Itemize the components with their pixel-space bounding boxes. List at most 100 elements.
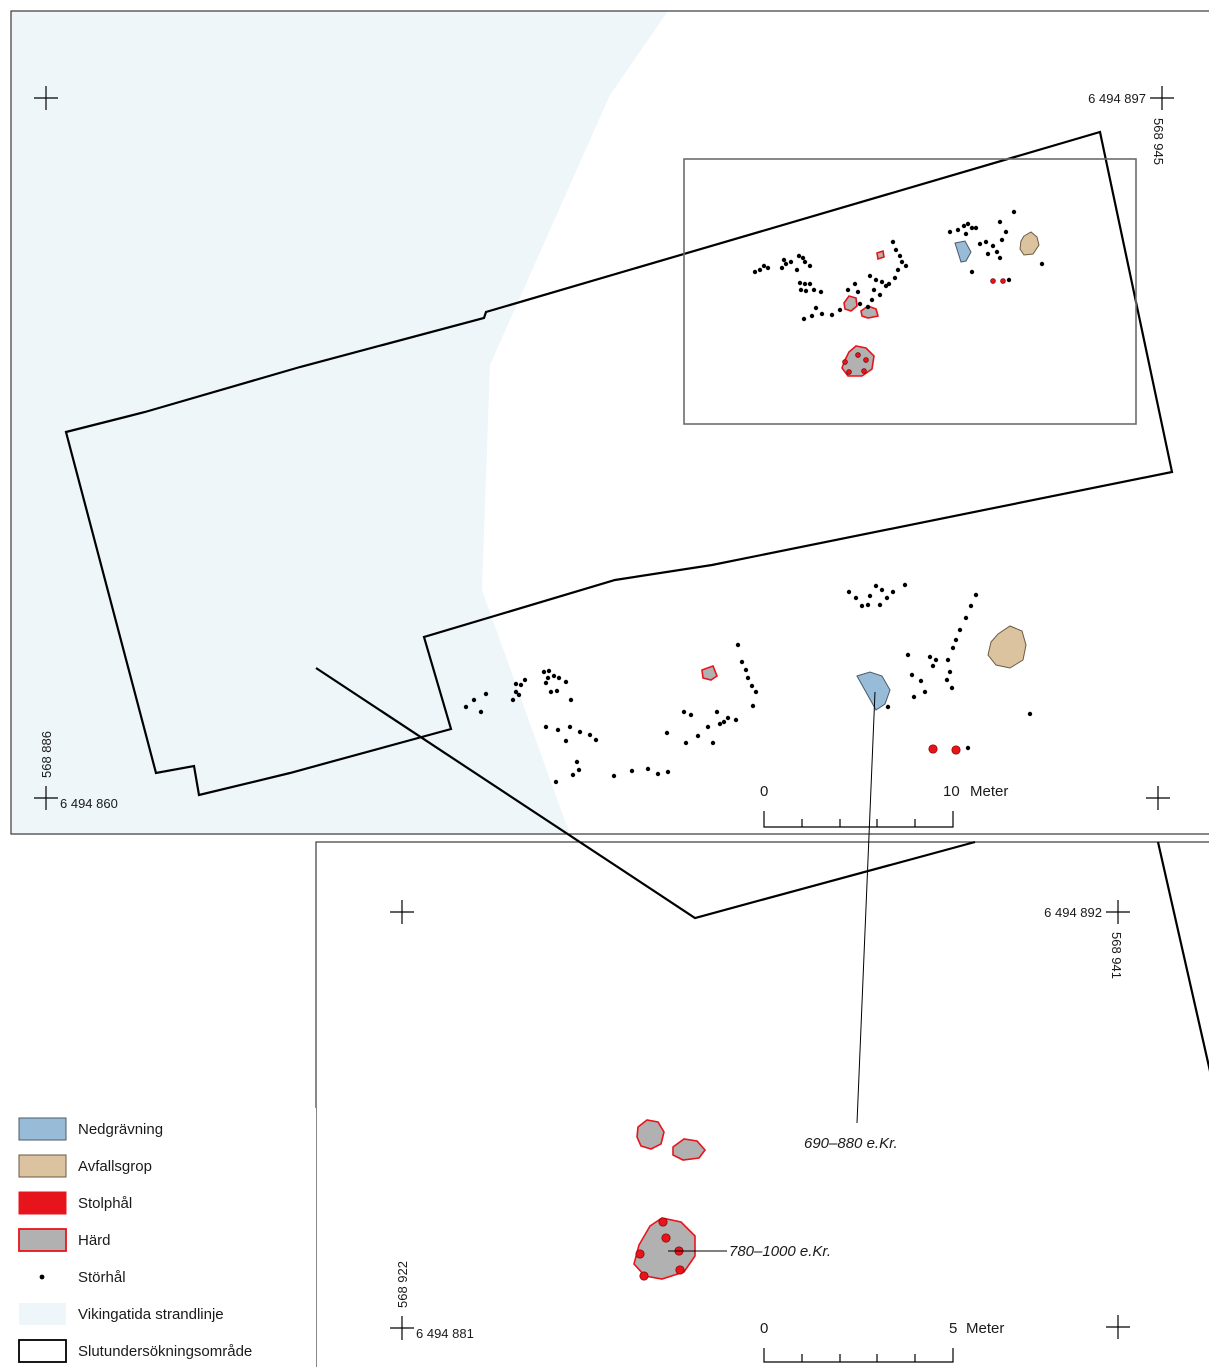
storhal-dot — [957, 627, 963, 633]
storhal-dot — [903, 263, 909, 269]
lower-nedgravning-leader — [856, 691, 876, 1124]
storhal-dot — [997, 255, 1003, 261]
storhal-dot — [695, 733, 701, 739]
storhal-dot — [897, 253, 903, 259]
storhal-dot — [593, 737, 599, 743]
storhal-dot — [893, 247, 899, 253]
storhal-dot — [930, 663, 936, 669]
stolphal-mark — [675, 1265, 685, 1275]
storhal-dot — [885, 704, 891, 710]
area-swatch — [18, 1339, 67, 1363]
storhal-dot — [39, 1274, 45, 1280]
storhal-dot — [947, 229, 953, 235]
storhal-dot — [788, 259, 794, 265]
storhal-dot — [877, 602, 883, 608]
lower-crosses — [390, 900, 1130, 1340]
storhal-dot — [545, 675, 551, 681]
storhal-dot — [857, 301, 863, 307]
lower-scale-bar: 0 5 Meter — [760, 1320, 1004, 1363]
upper-coord-west: 568 886 — [39, 731, 54, 778]
storhal-dot — [973, 592, 979, 598]
storhal-dot — [947, 669, 953, 675]
legend-label: Härd — [78, 1232, 111, 1249]
storhal-dot — [961, 223, 967, 229]
storhal-dot — [522, 677, 528, 683]
storhal-dot — [855, 289, 861, 295]
storhal-dot — [577, 729, 583, 735]
storhal-dot — [570, 772, 576, 778]
storhal-dot — [721, 719, 727, 725]
storhal-dot — [994, 249, 1000, 255]
lower-nedgravning — [856, 671, 891, 711]
lower-hard-right — [672, 1138, 707, 1161]
storhal-dot — [463, 704, 469, 710]
storhal-dot — [752, 269, 758, 275]
upper-avfallsgrop — [1019, 231, 1040, 256]
storhal-dot — [779, 265, 785, 271]
storhal-dot — [796, 253, 802, 259]
storhal-dot — [717, 721, 723, 727]
legend: Nedgrävning Avfallsgrop Stolphål Härd Störhå… — [11, 1108, 316, 1367]
lower-avfallsgrop — [987, 625, 1027, 669]
upper-hard-small — [876, 249, 885, 261]
storhal-dot — [629, 768, 635, 774]
storhal-dot — [997, 219, 1003, 225]
lower-excavation-line — [315, 667, 976, 920]
storhal-dot — [551, 673, 557, 679]
storhal-dot — [543, 680, 549, 686]
upper-coord-east: 568 945 — [1151, 118, 1166, 165]
storhal-dot — [909, 672, 915, 678]
storhal-dot — [895, 267, 901, 273]
storhal-dot — [871, 287, 877, 293]
storhal-dot — [968, 603, 974, 609]
storhal-dot — [587, 732, 593, 738]
storhal-dot — [745, 675, 751, 681]
storhal-dot — [555, 727, 561, 733]
storhal-dot — [548, 689, 554, 695]
storhal-dot — [873, 583, 879, 589]
stolphal-mark — [1000, 278, 1006, 284]
upper-coord-south: 6 494 860 — [60, 796, 118, 811]
lower-map: 690–880 e.Kr. 780–1000 e.Kr. 6 494 892 5… — [315, 582, 1209, 1367]
storhal-dot — [735, 642, 741, 648]
storhal-dot — [683, 740, 689, 746]
storhal-dot — [749, 683, 755, 689]
storhal-dot — [886, 281, 892, 287]
storhal-dot — [879, 587, 885, 593]
storhal-dot — [884, 595, 890, 601]
legend-label: Slutundersökningsområde — [78, 1343, 252, 1360]
storhal-dot — [563, 738, 569, 744]
upper-coord-north: 6 494 897 — [1088, 91, 1146, 106]
storhal-dot — [478, 709, 484, 715]
upper-stolphal-group — [842, 278, 1006, 375]
storhal-dot — [829, 312, 835, 318]
stolphal-mark — [846, 369, 852, 375]
lower-storhal-group — [463, 582, 1033, 785]
storhal-dot — [543, 724, 549, 730]
lower-scale-zero: 0 — [760, 1320, 768, 1337]
storhal-dot — [1039, 261, 1045, 267]
storhal-dot — [845, 287, 851, 293]
storhal-dot — [733, 717, 739, 723]
storhal-dot — [807, 263, 813, 269]
storhal-dot — [879, 279, 885, 285]
storhal-dot — [990, 243, 996, 249]
lower-hard-large — [633, 1217, 696, 1280]
stolphal-mark — [990, 278, 996, 284]
lower-scale-end: 5 — [949, 1320, 957, 1337]
storhal-dot — [922, 689, 928, 695]
upper-scale-end: 10 — [943, 783, 960, 800]
storhal-dot — [1011, 209, 1017, 215]
storhal-dot — [837, 307, 843, 313]
upper-map: 6 494 897 568 945 6 494 860 568 886 0 10… — [10, 10, 1209, 835]
storhal-dot — [801, 316, 807, 322]
storhal-dot — [794, 267, 800, 273]
storhal-dot — [574, 759, 580, 765]
storhal-dot — [541, 669, 547, 675]
storhal-dot — [554, 688, 560, 694]
storhal-dot — [781, 257, 787, 263]
upper-shoreline — [11, 11, 668, 835]
stolphal-mark — [861, 368, 867, 374]
storhal-dot — [867, 273, 873, 279]
